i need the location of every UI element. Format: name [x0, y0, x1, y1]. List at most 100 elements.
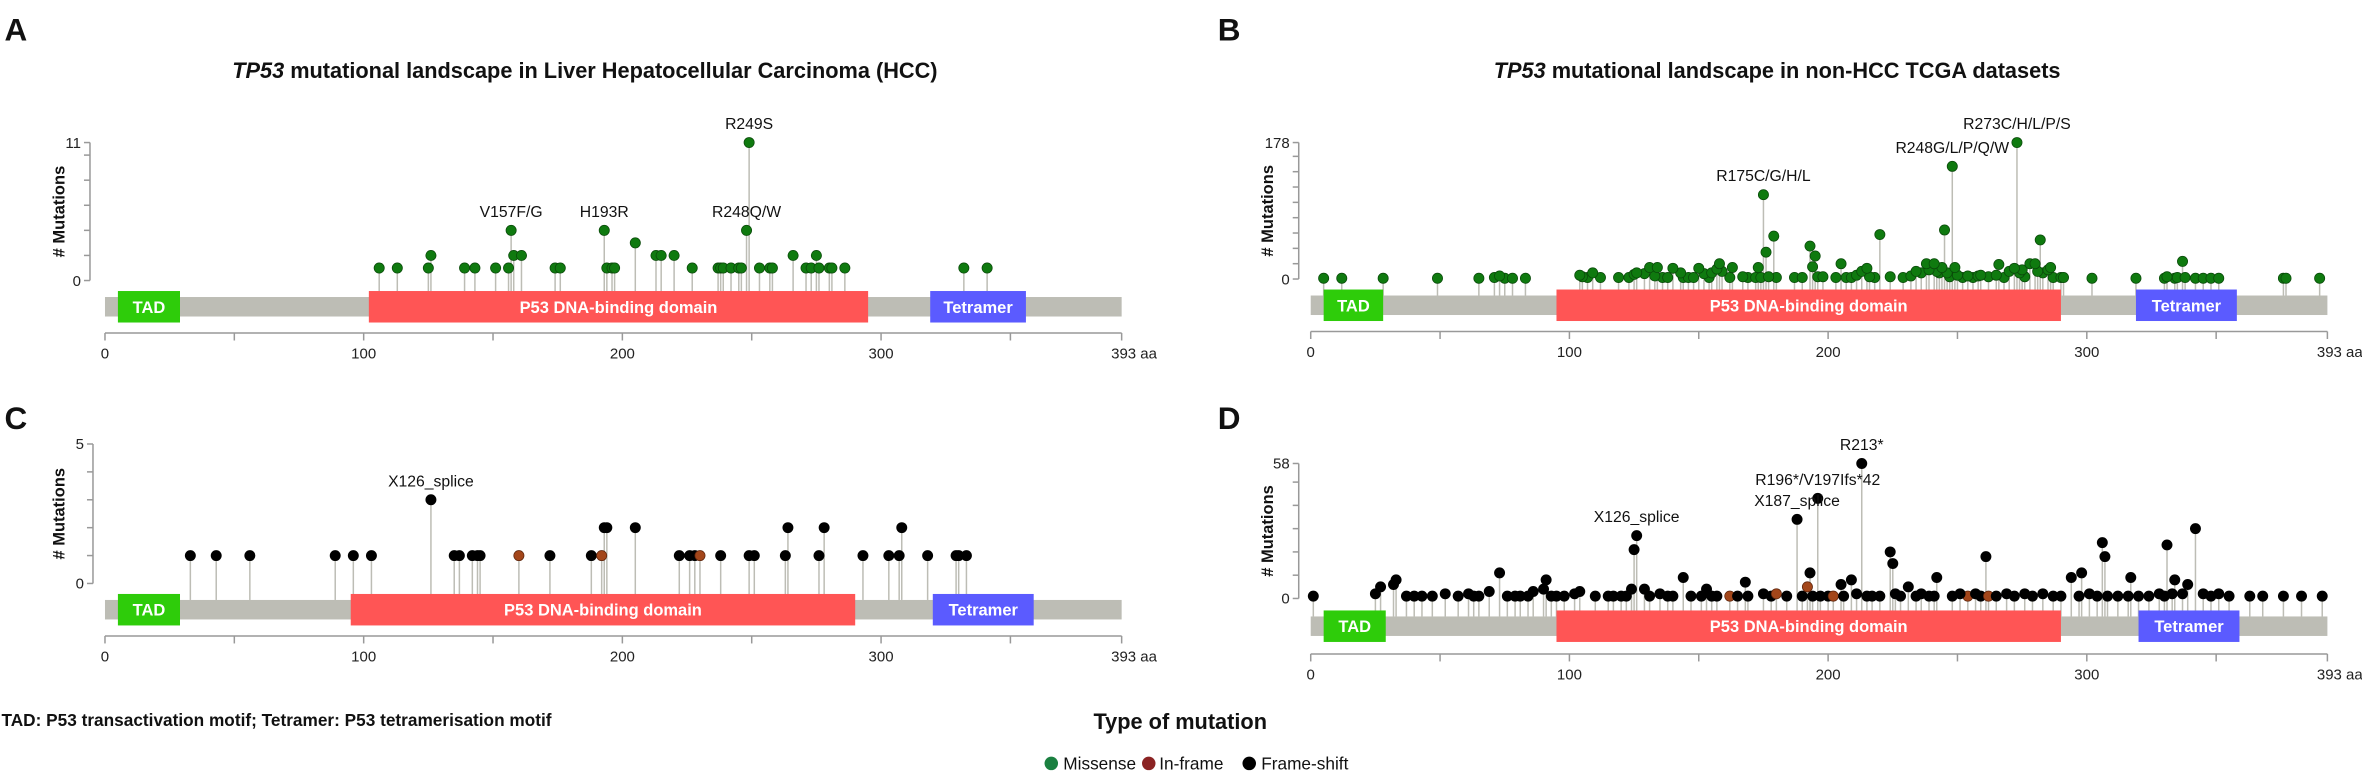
missense-dot — [743, 137, 755, 149]
missense-dot — [1830, 272, 1842, 283]
missense-dot — [469, 262, 481, 274]
missense-dot — [2177, 255, 2188, 267]
frameshift-dot — [1884, 546, 1896, 558]
domain-label: Tetramer — [2154, 618, 2224, 636]
frameshift-dot — [585, 550, 597, 562]
frameshift-dot — [1527, 586, 1539, 597]
missense-dot — [1336, 272, 1348, 284]
missense-dot — [2008, 262, 2020, 274]
missense-dot — [1507, 272, 1518, 284]
y-tick-label: 11 — [65, 135, 81, 152]
frameshift-dot — [2277, 590, 2289, 602]
frameshift-dot — [813, 550, 825, 562]
hotspot-label: R196*/V197Ifs*42 — [1755, 472, 1880, 489]
missense-dot — [1807, 261, 1819, 273]
x-tick-label: 200 — [610, 648, 635, 665]
missense-dot — [2045, 262, 2057, 273]
frameshift-dot — [1538, 583, 1550, 595]
frameshift-dot — [883, 550, 895, 562]
domain-dbd — [368, 291, 869, 323]
frameshift-dot — [1851, 588, 1863, 600]
missense-dot — [1884, 271, 1896, 283]
domain-label: P53 DNA-binding domain — [1710, 618, 1908, 636]
inframe-dot — [513, 550, 525, 562]
frameshift-dot — [1473, 590, 1485, 602]
missense-dot — [1574, 269, 1586, 281]
panel-b-title: TP53 mutational landscape in non-HCC TCG… — [1494, 58, 2061, 83]
missense-dot — [810, 249, 822, 261]
missense-dot — [1975, 269, 1987, 281]
domain-tetramer — [2135, 289, 2237, 322]
frameshift-dot — [2133, 590, 2145, 602]
missense-dot — [1949, 262, 1961, 273]
x-tick-label: 100 — [351, 346, 376, 363]
missense-dot — [2213, 272, 2225, 284]
frameshift-dot — [1732, 590, 1744, 602]
missense-dot — [1757, 189, 1769, 201]
frameshift-dot — [1439, 588, 1451, 600]
y-axis-title: # Mutations — [1259, 165, 1277, 257]
hotspot-label: R249S — [725, 116, 773, 133]
hotspot-label: X126_splice — [388, 473, 474, 490]
frameshift-dot — [453, 550, 465, 562]
missense-dot — [1946, 160, 1958, 172]
frameshift-dot — [2096, 537, 2108, 549]
frameshift-dot — [1463, 588, 1475, 600]
missense-dot — [1910, 265, 1922, 277]
missense-dot — [1939, 224, 1950, 236]
hotspot-label: R213* — [1840, 437, 1884, 454]
frameshift-dot — [2065, 572, 2077, 583]
y-axis-title: # Mutations — [50, 468, 68, 560]
panel-c-plot: 0 5 # Mutations TAD P53 DNA-binding domain Te… — [50, 436, 1157, 665]
frameshift-dot — [365, 550, 377, 562]
frameshift-dot — [1928, 590, 1940, 602]
missense-dot — [598, 224, 610, 236]
missense-dot — [1688, 272, 1700, 283]
missense-dot — [981, 262, 993, 274]
y-tick-label: 0 — [76, 576, 84, 593]
domain-label: TAD — [1338, 618, 1371, 636]
frameshift-dot — [1742, 590, 1754, 602]
missense-dot — [754, 262, 765, 274]
missense-dot — [766, 262, 778, 274]
hotspot-label: R248Q/W — [712, 204, 781, 221]
missense-dot — [425, 249, 437, 261]
frameshift-dot — [2122, 590, 2134, 602]
missense-dot — [2161, 271, 2173, 283]
missense-dot — [1804, 240, 1816, 252]
x-tick-label: 300 — [2074, 666, 2099, 683]
domain-dbd — [350, 593, 856, 626]
frameshift-dot — [474, 550, 486, 562]
frameshift-dot — [782, 522, 794, 534]
missense-dot — [2280, 272, 2292, 284]
x-tick-label: 393 aa — [2317, 344, 2362, 361]
missense-dot — [1587, 267, 1599, 279]
domain-label: TAD — [133, 602, 166, 620]
missense-dot — [391, 262, 403, 274]
missense-dot — [2179, 272, 2191, 283]
x-tick-label: 100 — [1557, 344, 1582, 361]
missense-dot — [505, 224, 517, 236]
x-tick-label: 393 aa — [2317, 666, 2362, 683]
frameshift-dot — [1307, 590, 1319, 602]
frameshift-dot — [2019, 588, 2031, 600]
frameshift-dot — [715, 550, 727, 562]
frameshift-dot — [1540, 574, 1552, 586]
missense-dot — [1861, 262, 1873, 274]
panel-letter-a: A — [4, 12, 27, 48]
frameshift-dot — [601, 522, 613, 534]
y-tick-label: 0 — [1281, 271, 1289, 288]
missense-dot — [655, 249, 667, 261]
panel-b-plot: 0 178 # Mutations TAD P53 DNA-binding domain… — [1259, 116, 2362, 361]
missense-dot — [1817, 271, 1829, 283]
frameshift-dot — [1667, 590, 1679, 602]
frameshift-dot — [1677, 572, 1689, 583]
missense-dot — [1519, 272, 1531, 284]
frameshift-dot — [2169, 574, 2181, 586]
missense-dot — [1726, 262, 1738, 273]
frameshift-dot — [1980, 551, 1992, 563]
frameshift-dot — [1685, 590, 1697, 602]
frameshift-dot — [1558, 590, 1570, 602]
missense-dot — [2314, 272, 2326, 284]
frameshift-dot — [629, 522, 641, 534]
